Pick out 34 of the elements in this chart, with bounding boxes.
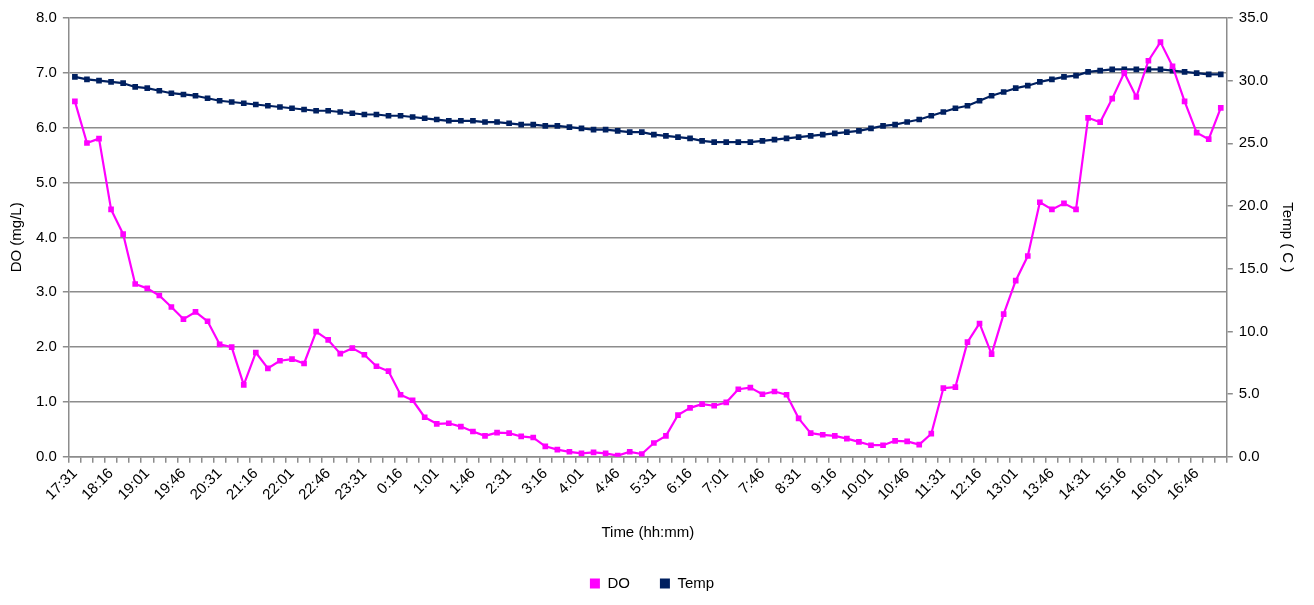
y-tick-label: 6.0 xyxy=(35,117,57,135)
x-tick-label: 4:01 xyxy=(553,464,587,497)
x-tick-label: 0:16 xyxy=(372,464,406,497)
y2-tick-label: 20.0 xyxy=(1238,196,1269,214)
y-tick-label: 1.0 xyxy=(35,392,57,410)
y-tick-label: 8.0 xyxy=(35,8,57,26)
x-tick-label: 3:16 xyxy=(517,464,551,497)
x-tick-label: 5:31 xyxy=(626,464,659,497)
legend-label: DO xyxy=(607,573,630,591)
y-tick-label: 5.0 xyxy=(35,172,57,190)
y-tick-label: 7.0 xyxy=(35,62,57,80)
x-tick-label: 7:46 xyxy=(734,464,768,497)
y-tick-label: 0.0 xyxy=(35,446,57,464)
x-tick-label: 2:31 xyxy=(481,464,515,497)
y2-tick-label: 35.0 xyxy=(1238,8,1269,26)
y2-tick-label: 5.0 xyxy=(1238,384,1260,402)
y-axis-title: DO (mg/L) xyxy=(7,202,25,273)
y2-axis-title: Temp ( C ) xyxy=(1279,202,1297,273)
x-tick-label: 9:16 xyxy=(807,464,840,497)
y2-tick-label: 0.0 xyxy=(1238,446,1260,464)
legend-label: Temp xyxy=(677,573,715,591)
y2-tick-label: 10.0 xyxy=(1238,321,1269,339)
x-axis-title: Time (hh:mm) xyxy=(601,523,695,541)
y-tick-label: 2.0 xyxy=(35,337,57,355)
y-tick-label: 4.0 xyxy=(35,227,57,245)
x-tick-label: 7:01 xyxy=(698,464,732,497)
y2-tick-label: 25.0 xyxy=(1238,133,1269,151)
y-tick-label: 3.0 xyxy=(35,282,57,300)
x-tick-label: 6:16 xyxy=(662,464,696,497)
y2-tick-label: 30.0 xyxy=(1238,70,1269,88)
x-tick-label: 1:01 xyxy=(409,464,442,497)
y2-tick-label: 15.0 xyxy=(1238,258,1269,276)
x-tick-label: 4:46 xyxy=(590,464,623,497)
x-tick-label: 8:31 xyxy=(770,464,804,497)
